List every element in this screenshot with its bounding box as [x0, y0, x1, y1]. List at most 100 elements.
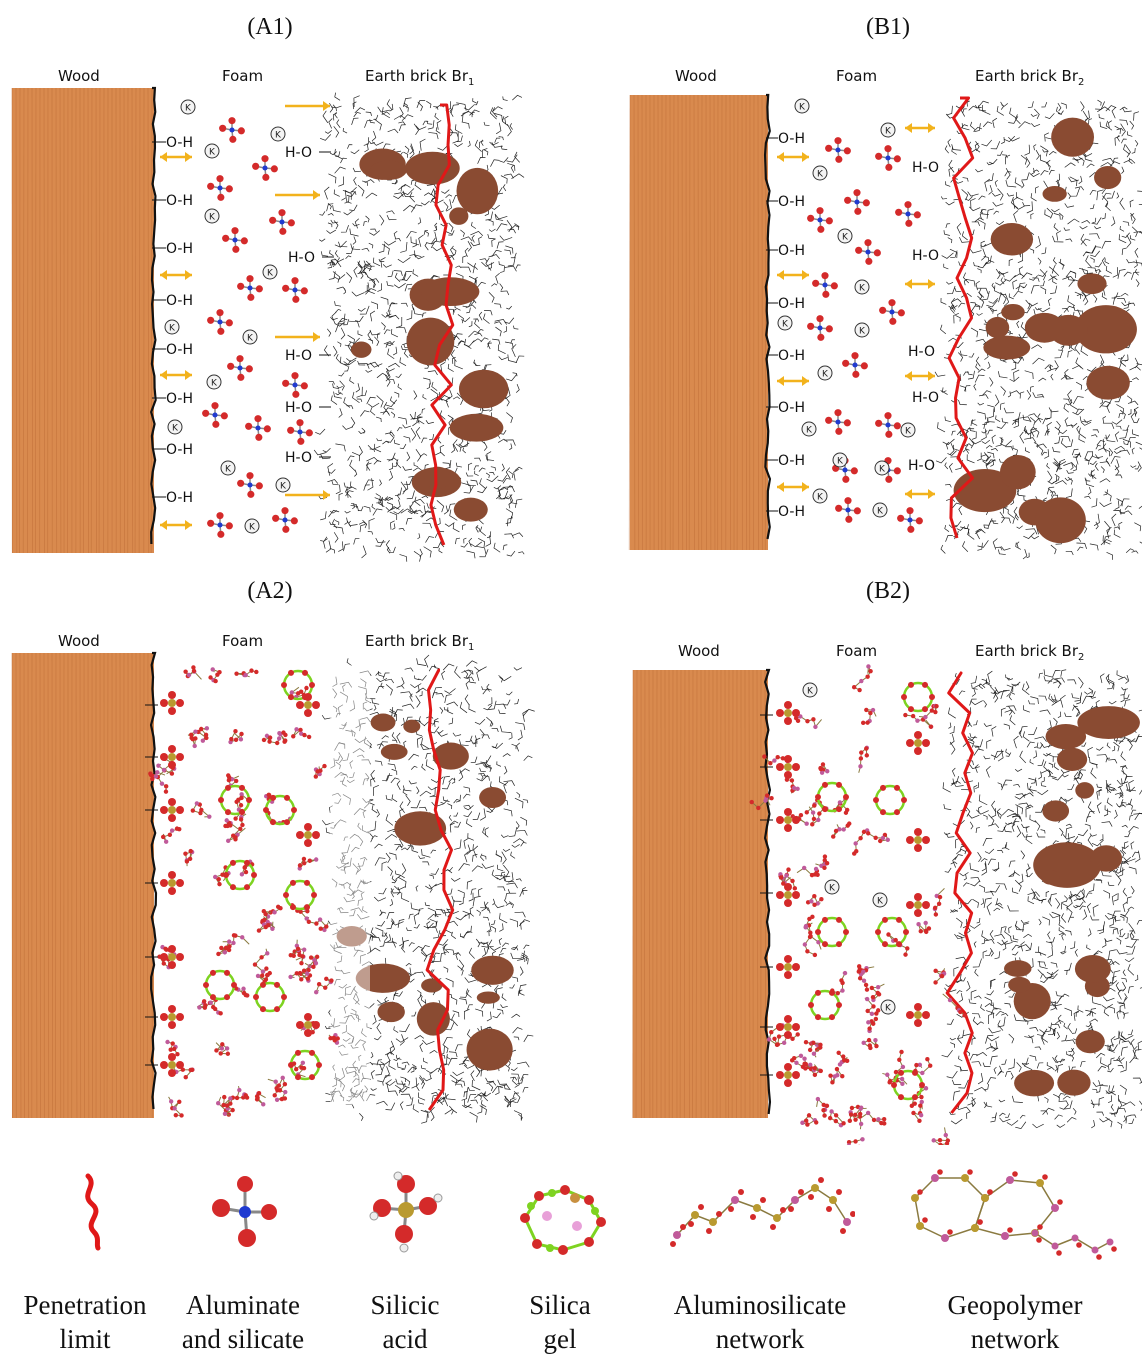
central-atom [907, 517, 912, 522]
oxygen-atom [168, 945, 176, 953]
oxygen-atom [1057, 1199, 1063, 1205]
oxygen-atom [780, 1207, 786, 1213]
oxygen-atom [903, 929, 909, 935]
oxygen-atom [987, 1189, 993, 1195]
network-atom [234, 738, 238, 742]
network-atom [799, 1054, 803, 1058]
clay-grain [417, 1002, 450, 1036]
network-atom [709, 1218, 717, 1226]
network-atom [858, 976, 862, 980]
oxygen-atom [792, 709, 800, 717]
network-atom [808, 935, 812, 939]
network-atom [925, 1057, 929, 1061]
oxygen-atom [260, 1006, 266, 1012]
network-atom [816, 818, 820, 822]
oxygen-atom [784, 1015, 792, 1023]
oxygen-atom [262, 174, 269, 181]
network-atom [841, 1121, 845, 1125]
network-atom [822, 866, 826, 870]
oxygen-atom [295, 1074, 301, 1080]
network-atom [234, 779, 238, 783]
network-atom [314, 774, 318, 778]
clay-grain [477, 991, 500, 1003]
arrow-head [928, 371, 935, 381]
network-atom [223, 1112, 227, 1116]
oxygen-atom [232, 246, 239, 253]
oxygen-atom [784, 808, 792, 816]
oxygen-atom [834, 137, 841, 144]
network-atom [294, 1067, 298, 1071]
oxygen-atom [236, 355, 243, 362]
oxygen-atom [304, 904, 310, 910]
arrow-head [323, 101, 330, 111]
surface-hydroxyl-label: O-H [778, 131, 805, 147]
clay-grain [459, 370, 508, 409]
network-atom [161, 835, 165, 839]
oxygen-atom [914, 1003, 922, 1011]
oxygen-atom [885, 164, 892, 171]
surface-hydroxyl-label: O-H [778, 348, 805, 364]
network-atom [812, 1051, 816, 1055]
network-atom [315, 955, 319, 959]
oxygen-atom [312, 701, 320, 709]
oxygen-atom [822, 806, 828, 812]
network-atom [1072, 1235, 1079, 1242]
network-atom [309, 955, 313, 959]
oxygen-atom [845, 516, 852, 523]
network-atom [897, 1058, 901, 1062]
network-atom [830, 1080, 834, 1084]
network-atom [154, 774, 158, 778]
network-atom [802, 866, 806, 870]
oxygen-atom [216, 309, 223, 316]
oxygen-atom [836, 806, 842, 812]
network-atom [876, 985, 880, 989]
network-atom [229, 737, 233, 741]
oxygen-atom [247, 491, 254, 498]
network-atom [938, 895, 942, 899]
network-atom [804, 924, 808, 928]
network-atom [812, 817, 816, 821]
network-atom [919, 929, 923, 933]
silica-gel-ring [894, 1071, 922, 1099]
network-atom [881, 836, 885, 840]
wood-grain-line [629, 95, 630, 550]
oxygen-atom [309, 682, 315, 688]
oxygen-atom [160, 1013, 168, 1021]
network-atom [254, 670, 258, 674]
network-atom [805, 810, 809, 814]
network-atom [917, 1119, 921, 1123]
network-atom [1051, 1204, 1059, 1212]
network-atom [825, 1104, 829, 1108]
central-atom [232, 237, 237, 242]
wood-grain-line [32, 88, 33, 553]
oxygen-atom [239, 809, 245, 815]
oxygen-atom [272, 515, 279, 522]
network-atom [790, 879, 794, 883]
oxygen-atom [251, 872, 257, 878]
silicon-atom [168, 953, 176, 961]
oxygen-atom [807, 323, 814, 330]
oxygen-atom [295, 1050, 301, 1056]
network-atom [859, 1122, 863, 1126]
surface-hydroxyl-label: O-H [166, 241, 193, 257]
oxygen-atom [891, 1082, 897, 1088]
network-atom [858, 1106, 862, 1110]
oxygen-atom [176, 753, 184, 761]
network-atom [314, 990, 318, 994]
central-atom [885, 422, 890, 427]
network-atom [886, 932, 890, 936]
network-atom [307, 920, 311, 924]
network-atom [209, 1001, 213, 1005]
clay-grain [403, 720, 420, 733]
network-atom [905, 946, 909, 950]
network-atom [857, 688, 861, 692]
network-atom [903, 952, 907, 956]
network-atom [849, 1112, 853, 1116]
brick-hydroxyl-label: H-O [912, 390, 939, 406]
oxygen-atom [901, 694, 907, 700]
oxygen-atom [716, 1211, 722, 1217]
network-atom [840, 981, 844, 985]
wood-grain-line [694, 95, 695, 550]
network-atom [267, 739, 271, 743]
